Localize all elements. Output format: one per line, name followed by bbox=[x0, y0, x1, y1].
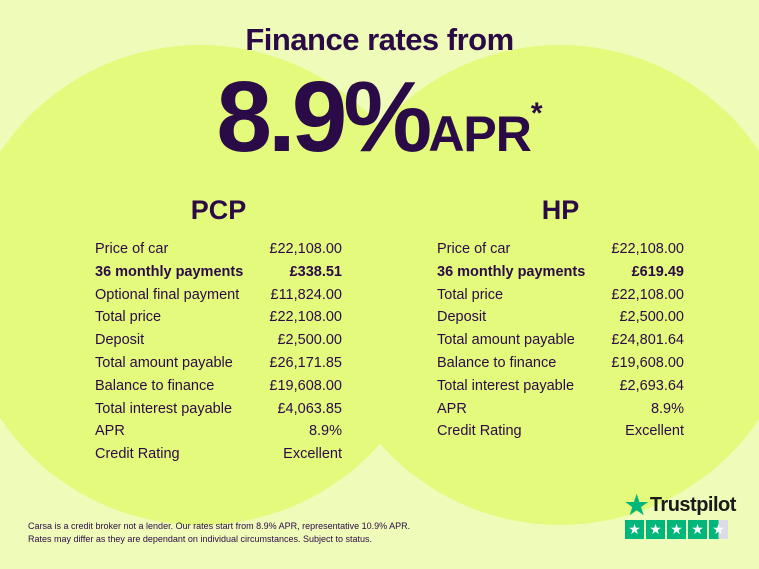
row-label: Credit Rating bbox=[437, 423, 522, 440]
row-value: Excellent bbox=[625, 423, 684, 440]
table-row: Balance to finance £19,608.00 bbox=[95, 375, 342, 398]
row-value: £2,693.64 bbox=[619, 377, 684, 394]
disclaimer-line-1: Carsa is a credit broker not a lender. O… bbox=[28, 521, 411, 531]
row-label: 36 monthly payments bbox=[95, 263, 244, 280]
headline: Finance rates from bbox=[245, 22, 514, 57]
row-label: Balance to finance bbox=[95, 377, 215, 394]
rating-star-icon: ★ bbox=[625, 520, 644, 539]
row-label: Total amount payable bbox=[95, 354, 233, 371]
row-value: 8.9% bbox=[650, 400, 684, 417]
rating-star-icon: ★ bbox=[688, 520, 707, 539]
table-row: Price of car £22,108.00 bbox=[95, 238, 342, 261]
row-label: Optional final payment bbox=[95, 286, 240, 303]
table-row: Balance to finance £19,608.00 bbox=[437, 352, 684, 375]
row-label: APR bbox=[437, 400, 467, 417]
table-row: Optional final payment £11,824.00 bbox=[95, 284, 342, 307]
row-label: Total amount payable bbox=[437, 332, 575, 349]
table-row: Credit Rating Excellent bbox=[95, 443, 342, 466]
row-value: £2,500.00 bbox=[277, 332, 342, 349]
row-value: £24,801.64 bbox=[611, 332, 684, 349]
table-row: APR 8.9% bbox=[95, 420, 342, 443]
row-value: £2,500.00 bbox=[619, 309, 684, 326]
rating-star-icon: ★ bbox=[709, 520, 728, 539]
disclaimer: Carsa is a credit broker not a lender. O… bbox=[28, 520, 448, 546]
table-row: Total price £22,108.00 bbox=[437, 284, 684, 307]
row-label: Total price bbox=[95, 309, 162, 326]
row-label: Price of car bbox=[437, 241, 511, 257]
table-row: Deposit £2,500.00 bbox=[95, 329, 342, 352]
row-label: Deposit bbox=[437, 309, 487, 326]
pcp-table: PCP Price of car £22,108.00 36 monthly pay… bbox=[95, 195, 342, 466]
row-value: £26,171.85 bbox=[269, 354, 342, 371]
background-circle-left bbox=[0, 45, 440, 525]
row-label: Deposit bbox=[95, 332, 145, 349]
rating-star-icon: ★ bbox=[667, 520, 686, 539]
row-label: Total interest payable bbox=[437, 377, 575, 394]
table-row: Credit Rating Excellent bbox=[437, 420, 684, 443]
table-row: Price of car £22,108.00 bbox=[437, 238, 684, 261]
row-value: £19,608.00 bbox=[269, 377, 342, 394]
row-label: Credit Rating bbox=[95, 446, 180, 463]
table-row: 36 monthly payments £338.51 bbox=[95, 261, 342, 284]
row-label: Balance to finance bbox=[437, 354, 557, 371]
table-row: APR 8.9% bbox=[437, 398, 684, 421]
asterisk: * bbox=[530, 97, 543, 130]
row-label: 36 monthly payments bbox=[437, 263, 586, 280]
table-row: Total amount payable £24,801.64 bbox=[437, 329, 684, 352]
row-value: £22,108.00 bbox=[269, 309, 342, 326]
trustpilot-badge[interactable]: ★ Trustpilot ★ ★ ★ ★ ★ bbox=[625, 490, 740, 539]
rate-display: 8.9%APR* bbox=[0, 62, 759, 172]
row-value: £338.51 bbox=[289, 263, 342, 280]
row-value: £19,608.00 bbox=[611, 354, 684, 371]
background-circle-right bbox=[320, 45, 759, 525]
table-row: Total amount payable £26,171.85 bbox=[95, 352, 342, 375]
table-row: Total price £22,108.00 bbox=[95, 306, 342, 329]
trustpilot-star-icon: ★ bbox=[625, 490, 648, 520]
row-value: £11,824.00 bbox=[270, 286, 343, 303]
row-value: Excellent bbox=[283, 446, 342, 463]
hp-title: HP bbox=[541, 195, 580, 225]
rate-value: 8.9% bbox=[216, 61, 432, 173]
row-value: £619.49 bbox=[631, 263, 684, 280]
row-value: 8.9% bbox=[308, 423, 342, 440]
table-row: Total interest payable £4,063.85 bbox=[95, 398, 342, 421]
trustpilot-name: Trustpilot bbox=[649, 493, 737, 516]
row-label: Total interest payable bbox=[95, 400, 233, 417]
table-row: Total interest payable £2,693.64 bbox=[437, 375, 684, 398]
row-value: £22,108.00 bbox=[611, 286, 684, 303]
rating-star-icon: ★ bbox=[646, 520, 665, 539]
pcp-title: PCP bbox=[190, 195, 247, 225]
row-value: £22,108.00 bbox=[269, 241, 342, 257]
row-value: £4,063.85 bbox=[277, 400, 342, 417]
trustpilot-rating: ★ ★ ★ ★ ★ bbox=[625, 520, 740, 539]
row-value: £22,108.00 bbox=[611, 241, 684, 257]
hp-table: HP Price of car £22,108.00 36 monthly paym… bbox=[437, 195, 684, 443]
row-label: Price of car bbox=[95, 241, 169, 257]
row-label: APR bbox=[95, 423, 125, 440]
disclaimer-line-2: Rates may differ as they are dependant o… bbox=[28, 534, 373, 544]
row-label: Total price bbox=[437, 286, 504, 303]
apr-label: APR bbox=[428, 106, 532, 162]
table-row: 36 monthly payments £619.49 bbox=[437, 261, 684, 284]
table-row: Deposit £2,500.00 bbox=[437, 306, 684, 329]
